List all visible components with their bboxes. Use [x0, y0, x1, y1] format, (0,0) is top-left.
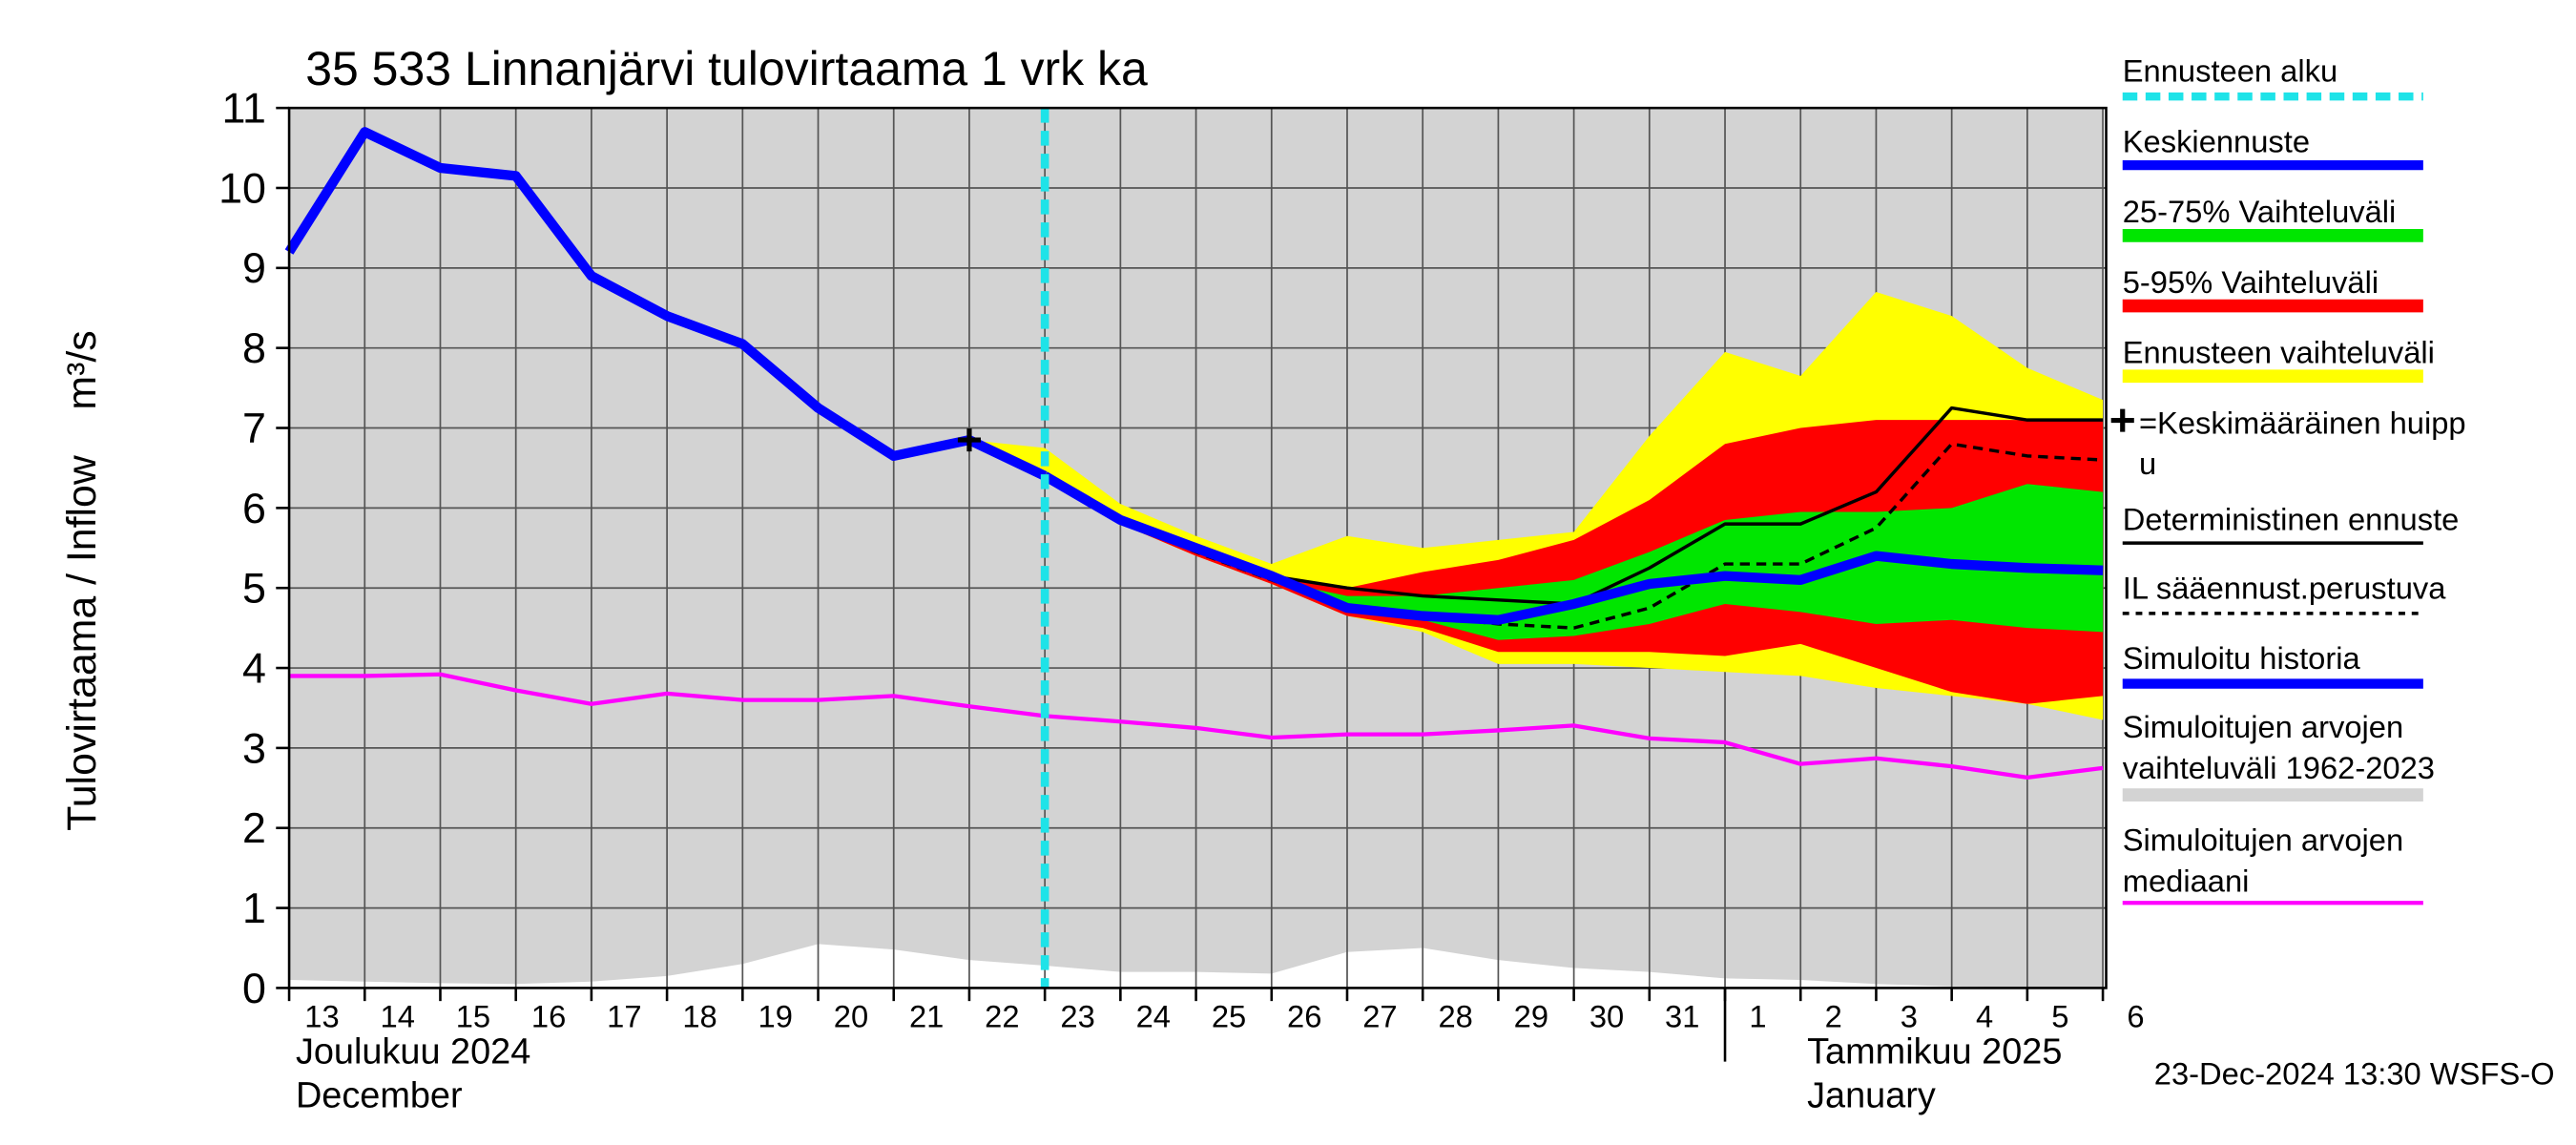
- y-axis-label: Tulovirtaama / Inflow m³/s: [59, 330, 105, 831]
- x-tick-label: 31: [1665, 999, 1699, 1034]
- y-tick-label: 5: [242, 566, 266, 613]
- legend-marker: [2110, 408, 2134, 432]
- x-tick-label: 29: [1514, 999, 1548, 1034]
- legend-label: Deterministinen ennuste: [2123, 501, 2460, 536]
- x-tick-label: 1: [1749, 999, 1766, 1034]
- x-tick-label: 16: [531, 999, 566, 1034]
- legend-label: =Keskimääräinen huipp u: [2139, 405, 2466, 481]
- x-tick-label: 25: [1212, 999, 1246, 1034]
- y-tick-label: 2: [242, 805, 266, 852]
- month-label: January: [1807, 1076, 1936, 1116]
- y-tick-label: 9: [242, 245, 266, 292]
- peak-marker: [957, 428, 981, 452]
- legend-label: Keskiennuste: [2123, 123, 2310, 158]
- y-tick-label: 4: [242, 646, 266, 693]
- y-tick-label: 10: [218, 166, 266, 213]
- footer: 23-Dec-2024 13:30 WSFS-O: [2154, 1056, 2555, 1092]
- x-tick-label: 19: [758, 999, 793, 1034]
- plot-frame: [287, 106, 2108, 989]
- x-tick-label: 18: [682, 999, 717, 1034]
- band-area: [1045, 475, 2104, 640]
- x-tick-label: 5: [2051, 999, 2068, 1034]
- line: [1042, 471, 2104, 625]
- y-tick-label: 3: [242, 725, 266, 772]
- x-tick-label: 22: [985, 999, 1019, 1034]
- y-tick-label: 8: [242, 325, 266, 372]
- legend-label: Simuloitujen arvojen vaihteluväli 1962-20…: [2123, 709, 2435, 785]
- line: [284, 127, 1048, 481]
- x-tick-label: 6: [2127, 999, 2144, 1034]
- x-tick-label: 17: [607, 999, 641, 1034]
- chart-title: 35 533 Linnanjärvi tulovirtaama 1 vrk ka: [305, 42, 1148, 95]
- x-tick-label: 30: [1589, 999, 1624, 1034]
- month-label: Joulukuu 2024: [296, 1031, 530, 1072]
- y-tick-label: 1: [242, 885, 266, 932]
- line: [289, 672, 2104, 781]
- legend-label: 25-75% Vaihteluväli: [2123, 194, 2397, 229]
- x-tick-label: 14: [381, 999, 415, 1034]
- x-tick-label: 3: [1901, 999, 1918, 1034]
- x-tick-label: 23: [1060, 999, 1094, 1034]
- plot-area: [284, 107, 2107, 989]
- legend-label: Simuloitu historia: [2123, 640, 2361, 676]
- y-tick-label: 0: [242, 966, 266, 1012]
- legend-label: IL sääennust.perustuva: [2123, 570, 2447, 605]
- x-tick-label: 28: [1438, 999, 1472, 1034]
- x-tick-label: 27: [1362, 999, 1397, 1034]
- x-tick-label: 26: [1287, 999, 1321, 1034]
- x-tick-label: 4: [1976, 999, 1993, 1034]
- legend-label: 5-95% Vaihteluväli: [2123, 264, 2379, 300]
- y-tick-label: 6: [242, 486, 266, 532]
- month-label: December: [296, 1076, 463, 1116]
- legend-label: Ennusteen alku: [2123, 53, 2337, 89]
- line: [1044, 442, 2104, 630]
- band-area: [1045, 420, 2104, 704]
- x-tick-label: 2: [1825, 999, 1842, 1034]
- x-tick-label: 13: [304, 999, 339, 1034]
- x-tick-label: 24: [1136, 999, 1171, 1034]
- legend-label: Simuloitujen arvojen mediaani: [2123, 822, 2403, 898]
- y-tick-label: 11: [221, 86, 265, 133]
- x-tick-label: 21: [909, 999, 944, 1034]
- legend-label: Ennusteen vaihteluväli: [2123, 335, 2435, 370]
- month-label: Tammikuu 2025: [1807, 1031, 2062, 1072]
- x-tick-label: 15: [456, 999, 490, 1034]
- y-tick-label: 7: [242, 406, 266, 452]
- x-tick-label: 20: [834, 999, 868, 1034]
